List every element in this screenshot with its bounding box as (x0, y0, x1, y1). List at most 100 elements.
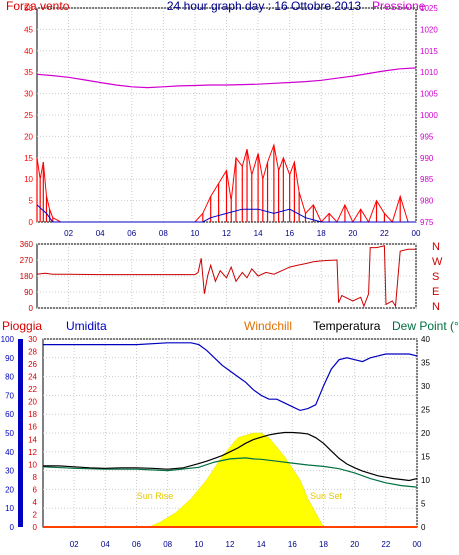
wind-speed-tick-label: 10 (24, 175, 33, 184)
rain-tick-label: 12 (28, 448, 37, 457)
temperature-tick-label: 35 (421, 359, 430, 368)
rain-tick-label: 28 (28, 348, 37, 357)
wind-pressure-series (36, 67, 417, 224)
wind-speed-tick-label: 50 (24, 4, 33, 13)
rain-tick-label: 6 (33, 485, 38, 494)
humidity-tick-label: 80 (5, 373, 14, 382)
pressure-tick-label: 1000 (420, 111, 438, 120)
x-tick-label: 02 (70, 540, 79, 549)
wind-speed-tick-label: 45 (24, 25, 33, 34)
wind-average-line (36, 204, 416, 223)
x-tick-label: 18 (319, 540, 328, 549)
pressure-tick-label: 1010 (420, 68, 438, 77)
x-tick-label: 12 (222, 229, 231, 238)
compass-label: E (432, 286, 439, 298)
rain-tick-label: 20 (28, 398, 37, 407)
rain-tick-label: 14 (28, 435, 37, 444)
wind-direction-series (36, 245, 416, 308)
solar-radiation-area (148, 432, 324, 528)
wind-direction-tick-label: 0 (29, 304, 34, 313)
rain-tick-label: 22 (28, 385, 37, 394)
humidity-temperature-ticks: 0102030405060708090100024681012141618202… (1, 335, 431, 549)
humidity-tick-label: 70 (5, 391, 14, 400)
rain-tick-label: 18 (28, 410, 37, 419)
x-tick-label: 04 (96, 229, 105, 238)
pressure-line (36, 67, 417, 89)
pressure-tick-label: 975 (420, 218, 434, 227)
wind-direction-tick-label: 90 (24, 288, 33, 297)
temperature-tick-label: 30 (421, 382, 430, 391)
legend-temperature: Temperatura (313, 319, 381, 333)
rain-tick-label: 24 (28, 373, 37, 382)
humidity-tick-label: 0 (10, 523, 15, 532)
humidity-tick-label: 100 (1, 335, 15, 344)
compass-label: S (432, 271, 439, 283)
temperature-tick-label: 10 (421, 476, 430, 485)
x-tick-label: 20 (350, 540, 359, 549)
x-tick-label: 18 (317, 229, 326, 238)
wind-speed-axis-title: Forza vento (6, 0, 70, 13)
temperature-tick-label: 0 (421, 523, 426, 532)
humidity-tick-label: 30 (5, 467, 14, 476)
compass-label: N (432, 241, 440, 253)
legend-windchill: Windchill (244, 319, 292, 333)
temperature-tick-label: 20 (421, 429, 430, 438)
temperature-tick-label: 15 (421, 453, 430, 462)
x-tick-label: 00 (413, 540, 422, 549)
pressure-tick-label: 995 (420, 132, 434, 141)
humidity-tick-label: 40 (5, 448, 14, 457)
pressure-tick-label: 1005 (420, 90, 438, 99)
legend-dew-point: Dew Point (°C (392, 319, 459, 333)
rain-tick-label: 8 (33, 473, 38, 482)
temperature-line (43, 431, 418, 482)
wind-speed-tick-label: 40 (24, 47, 33, 56)
humidity-tick-label: 10 (5, 504, 14, 513)
wind-speed-tick-label: 35 (24, 68, 33, 77)
x-tick-label: 06 (127, 229, 136, 238)
humidity-axis-bar (18, 339, 23, 527)
x-tick-label: 02 (64, 229, 73, 238)
pressure-axis-title: Pressione (372, 0, 426, 13)
humidity-tick-label: 20 (5, 485, 14, 494)
rain-tick-label: 16 (28, 423, 37, 432)
dew-point-line (42, 457, 418, 488)
pressure-tick-label: 985 (420, 175, 434, 184)
rain-tick-label: 4 (33, 498, 38, 507)
wind-speed-tick-label: 25 (24, 111, 33, 120)
wind-direction-line (36, 245, 416, 308)
x-tick-label: 08 (159, 229, 168, 238)
x-tick-label: 22 (380, 229, 389, 238)
humidity-line (43, 342, 418, 412)
x-tick-label: 14 (257, 540, 266, 549)
humidity-tick-label: 60 (5, 410, 14, 419)
rain-tick-label: 0 (33, 523, 38, 532)
wind-pressure-ticks: 0510152025303540455097598098599099510001… (24, 4, 438, 238)
x-tick-label: 14 (254, 229, 263, 238)
rain-tick-label: 26 (28, 360, 37, 369)
pressure-tick-label: 1015 (420, 47, 438, 56)
pressure-tick-label: 990 (420, 154, 434, 163)
wind-pressure-panel: 0510152025303540455097598098599099510001… (6, 0, 438, 238)
wind-direction-grid (37, 243, 417, 309)
humidity-tick-label: 90 (5, 354, 14, 363)
x-tick-label: 16 (288, 540, 297, 549)
x-tick-label: 04 (101, 540, 110, 549)
pressure-tick-label: 1025 (420, 4, 438, 13)
temperature-tick-label: 5 (421, 500, 426, 509)
chart-title: 24 hour graph day : 16 Ottobre 2013 (167, 0, 361, 13)
x-tick-label: 22 (381, 540, 390, 549)
wind-direction-tick-label: 270 (20, 256, 34, 265)
temperature-tick-label: 40 (421, 335, 430, 344)
sun-rise-label: Sun Rise (137, 491, 174, 501)
rain-tick-label: 10 (28, 460, 37, 469)
wind-speed-tick-label: 30 (24, 90, 33, 99)
wind-direction-tick-label: 360 (20, 240, 34, 249)
x-tick-label: 16 (285, 229, 294, 238)
pressure-tick-label: 1020 (420, 25, 438, 34)
rain-tick-label: 2 (33, 510, 38, 519)
legend-rain: Pioggia (2, 319, 42, 333)
humidity-tick-label: 50 (5, 429, 14, 438)
rain-tick-label: 30 (28, 335, 37, 344)
sun-set-label: Sun Set (310, 491, 343, 501)
